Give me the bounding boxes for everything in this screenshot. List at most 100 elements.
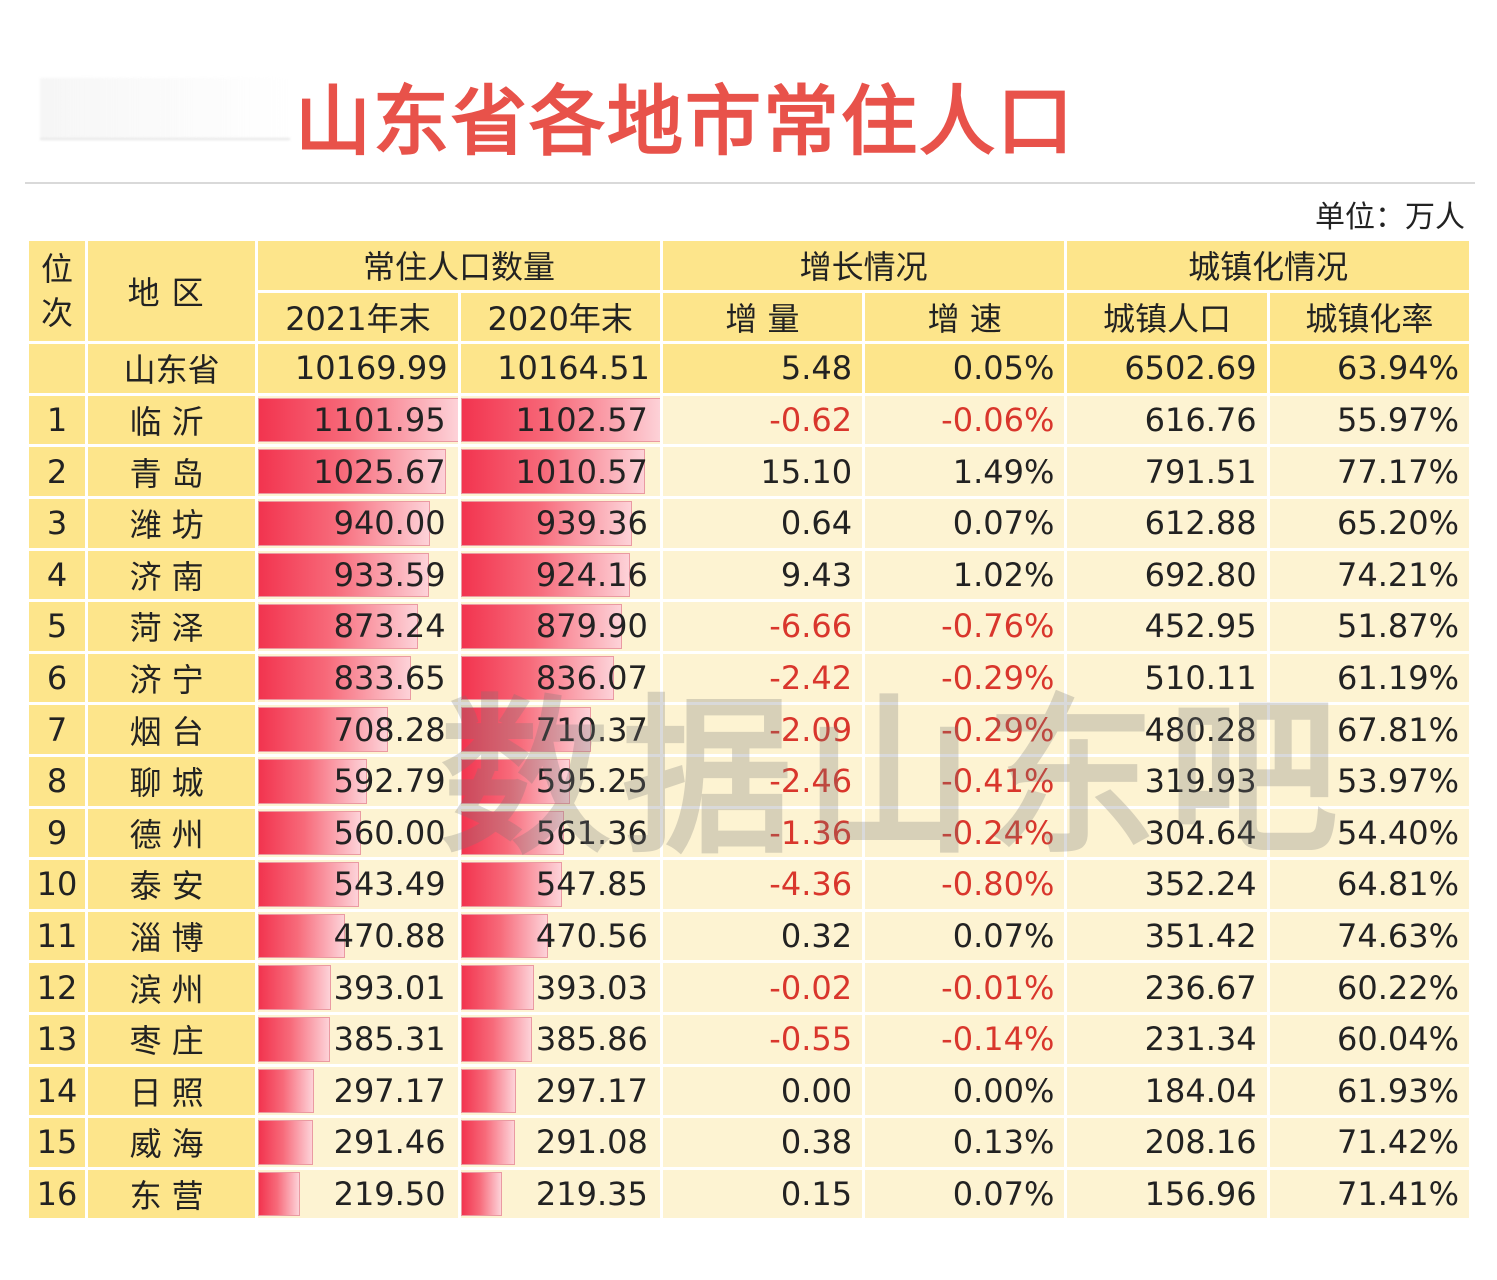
urban-rate-cell: 77.17% <box>1269 447 1469 496</box>
urban-rate-cell: 65.20% <box>1269 498 1469 548</box>
increase-cell: -2.42 <box>662 653 863 703</box>
rate-cell: -0.41% <box>865 756 1065 806</box>
population-value: 939.36 <box>535 504 648 543</box>
urban-pop-cell: 480.28 <box>1067 705 1267 754</box>
rank-cell: 7 <box>29 705 86 754</box>
region-cell: 滨州 <box>88 963 256 1012</box>
header-increase: 增 量 <box>662 292 863 342</box>
pop-2021-cell: 833.65 <box>258 653 458 703</box>
rank-cell: 3 <box>29 498 86 548</box>
table-row: 8 聊城 592.79 595.25 -2.46 -0.41% 319.93 53.97% <box>29 756 1469 806</box>
increase-cell: -0.62 <box>662 395 863 445</box>
population-value: 836.07 <box>535 659 648 698</box>
region-cell: 日照 <box>88 1066 256 1116</box>
population-bar <box>258 862 359 907</box>
province-name: 山东省 <box>88 344 256 393</box>
urban-rate-cell: 61.19% <box>1269 653 1469 703</box>
rank-cell: 6 <box>29 653 86 703</box>
population-bar <box>460 500 633 546</box>
pop-2021-cell: 470.88 <box>258 911 458 961</box>
urban-rate-cell: 53.97% <box>1269 756 1469 806</box>
increase-cell: 0.32 <box>662 911 863 961</box>
urban-rate-cell: 71.42% <box>1269 1118 1469 1167</box>
pop-2020-cell: 1010.57 <box>460 447 660 496</box>
population-bar <box>258 655 411 701</box>
population-value: 470.56 <box>535 917 648 956</box>
pop-2021-cell: 592.79 <box>258 756 458 806</box>
header-urbanization: 城镇化情况 <box>1067 241 1469 290</box>
province-rank-cell <box>29 344 86 393</box>
population-bar <box>460 1016 533 1062</box>
header-region: 地区 <box>88 241 256 342</box>
population-bar <box>460 552 630 598</box>
increase-cell: -6.66 <box>662 602 863 651</box>
rank-cell: 4 <box>29 550 86 600</box>
population-value: 385.31 <box>333 1020 446 1059</box>
increase-cell: 0.38 <box>662 1118 863 1167</box>
increase-cell: 15.10 <box>662 447 863 496</box>
rate-cell: -0.24% <box>865 808 1065 858</box>
urban-rate-cell: 64.81% <box>1269 860 1469 909</box>
region-cell: 临沂 <box>88 395 256 445</box>
rate-cell: 1.02% <box>865 550 1065 600</box>
population-value: 219.35 <box>535 1174 648 1213</box>
population-value: 879.90 <box>535 607 648 646</box>
urban-pop-cell: 156.96 <box>1067 1169 1267 1219</box>
increase-cell: -2.09 <box>662 705 863 754</box>
population-value: 592.79 <box>333 762 446 801</box>
population-bar <box>460 1171 503 1217</box>
header-rank: 位次 <box>29 241 86 342</box>
population-value: 833.65 <box>333 659 446 698</box>
region-cell: 淄博 <box>88 911 256 961</box>
rank-cell: 16 <box>29 1169 86 1219</box>
region-cell: 德州 <box>88 808 256 858</box>
population-bar <box>460 655 614 701</box>
increase-cell: 0.00 <box>662 1066 863 1116</box>
pop-2020-cell: 879.90 <box>460 602 660 651</box>
rate-cell: -0.29% <box>865 705 1065 754</box>
table-row: 6 济宁 833.65 836.07 -2.42 -0.29% 510.11 61.19% <box>29 653 1469 703</box>
region-cell: 威海 <box>88 1118 256 1167</box>
rank-cell: 5 <box>29 602 86 651</box>
pop-2021-cell: 291.46 <box>258 1118 458 1167</box>
population-bar <box>258 1171 300 1217</box>
urban-rate-cell: 71.41% <box>1269 1169 1469 1219</box>
rate-cell: 0.07% <box>865 911 1065 961</box>
rate-cell: -0.14% <box>865 1014 1065 1064</box>
rank-cell: 1 <box>29 395 86 445</box>
rank-cell: 14 <box>29 1066 86 1116</box>
table-row: 16 东营 219.50 219.35 0.15 0.07% 156.96 71.41% <box>29 1169 1469 1219</box>
population-bar <box>460 810 564 856</box>
urban-pop-cell: 319.93 <box>1067 756 1267 806</box>
blurred-title-prefix <box>40 78 290 140</box>
population-value: 940.00 <box>333 504 446 543</box>
table-row: 15 威海 291.46 291.08 0.38 0.13% 208.16 71.42% <box>29 1118 1469 1167</box>
rate-cell: 1.49% <box>865 447 1065 496</box>
table-row: 10 泰安 543.49 547.85 -4.36 -0.80% 352.24 64.81% <box>29 860 1469 909</box>
pop-2020-cell: 836.07 <box>460 653 660 703</box>
unit-label: 单位：万人 <box>1315 200 1465 235</box>
population-value: 710.37 <box>535 710 648 749</box>
population-bar <box>460 604 622 649</box>
rank-cell: 13 <box>29 1014 86 1064</box>
urban-pop-cell: 616.76 <box>1067 395 1267 445</box>
population-bar <box>460 397 660 443</box>
urban-rate-cell: 61.93% <box>1269 1066 1469 1116</box>
urban-pop-cell: 692.80 <box>1067 550 1267 600</box>
rate-cell: -0.01% <box>865 963 1065 1012</box>
region-cell: 泰安 <box>88 860 256 909</box>
urban-pop-cell: 352.24 <box>1067 860 1267 909</box>
table-row: 13 枣庄 385.31 385.86 -0.55 -0.14% 231.34 60.04% <box>29 1014 1469 1064</box>
population-bar <box>460 965 534 1010</box>
population-value: 393.03 <box>535 968 648 1007</box>
table-row: 12 滨州 393.01 393.03 -0.02 -0.01% 236.67 60.22% <box>29 963 1469 1012</box>
region-cell: 烟台 <box>88 705 256 754</box>
province-row: 山东省 10169.99 10164.51 5.48 0.05% 6502.69… <box>29 344 1469 393</box>
increase-cell: -4.36 <box>662 860 863 909</box>
urban-pop-cell: 236.67 <box>1067 963 1267 1012</box>
region-cell: 济宁 <box>88 653 256 703</box>
table-body: 山东省 10169.99 10164.51 5.48 0.05% 6502.69… <box>29 344 1469 1219</box>
header-urban-pop: 城镇人口 <box>1067 292 1267 342</box>
population-bar <box>258 707 389 752</box>
rate-cell: 0.07% <box>865 498 1065 548</box>
